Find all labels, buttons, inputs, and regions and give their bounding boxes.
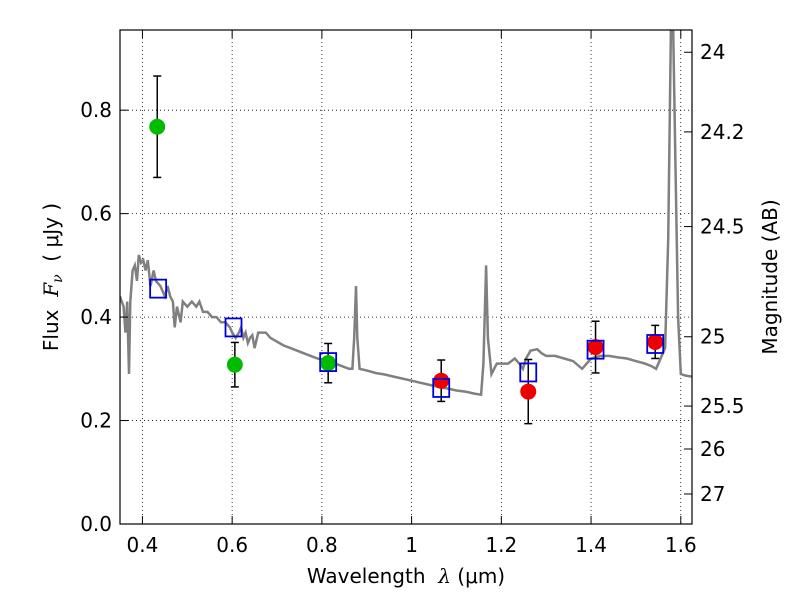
- observed-flux-point: [226, 356, 243, 373]
- magnitude-tick-label: 24.2: [700, 120, 745, 144]
- y-tick-label: 0.0: [80, 512, 112, 536]
- observed-flux-point: [433, 372, 450, 389]
- x-tick-label: 1.4: [575, 533, 607, 557]
- ticks-group: 0.4 0.6 0.8 1 1.2 1.4 1.6 0.0 0.2 0.4 0.6 0.8 24 24.2…: [80, 30, 745, 557]
- plot-area: [120, 30, 692, 524]
- x-tick-label: 1.2: [485, 533, 517, 557]
- model-photometry-square: [149, 278, 168, 299]
- x-tick-label: 1.6: [665, 533, 697, 557]
- magnitude-tick-label: 26: [700, 437, 725, 461]
- x-tick-label: 0.4: [127, 533, 159, 557]
- observed-flux-point: [149, 118, 166, 135]
- y-tick-label: 0.6: [80, 202, 112, 226]
- x-tick-label: 1: [405, 533, 418, 557]
- model-photometry-square: [519, 362, 538, 383]
- y-tick-label: 0.8: [80, 98, 112, 122]
- model-photometry-square: [432, 378, 451, 398]
- x-tick-label: 0.8: [306, 533, 338, 557]
- y-axis-label: Flux Fν ( μJy ): [39, 203, 66, 351]
- model-photometry-square: [224, 317, 243, 338]
- observed-flux-point: [647, 333, 664, 350]
- magnitude-tick-label: 24: [700, 40, 725, 64]
- model-photometry-square: [586, 339, 605, 360]
- y-tick-label: 0.2: [80, 409, 112, 433]
- model-photometry-square: [319, 352, 338, 372]
- y2-axis-label: Magnitude (AB): [758, 199, 782, 354]
- x-tick-label: 0.6: [216, 533, 248, 557]
- observed-flux-point: [587, 339, 604, 356]
- x-axis-label: Wavelength λ (μm): [307, 564, 505, 588]
- magnitude-tick-label: 25: [700, 325, 725, 349]
- y-tick-label: 0.4: [80, 305, 112, 329]
- data-points-group: [149, 75, 665, 425]
- observed-flux-point: [320, 355, 337, 372]
- model-photometry-square: [646, 334, 665, 354]
- observed-flux-point: [520, 383, 537, 400]
- magnitude-tick-label: 27: [700, 482, 725, 506]
- plot-frame: [119, 29, 693, 525]
- magnitude-tick-label: 24.5: [700, 215, 745, 239]
- magnitude-tick-label: 25.5: [700, 394, 745, 418]
